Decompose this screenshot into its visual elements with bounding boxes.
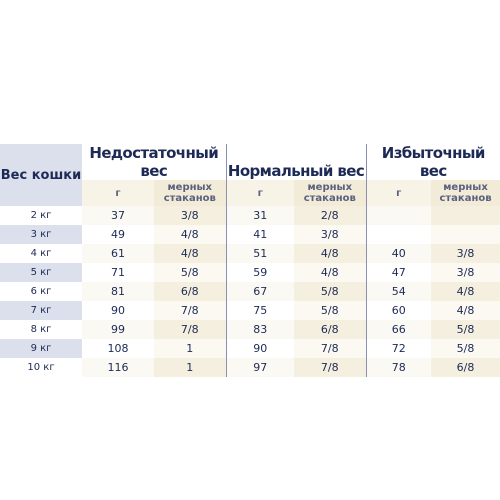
- sub-header-grams: г: [82, 180, 154, 206]
- cell-overweight-cups: [431, 206, 500, 225]
- cell-underweight-cups: 1: [154, 339, 227, 358]
- cell-normal-grams: 75: [225, 301, 295, 320]
- cell-normal-grams: 41: [225, 225, 295, 244]
- cell-underweight-grams: 108: [82, 339, 154, 358]
- cell-overweight-cups: 3/8: [431, 263, 500, 282]
- group-title-normal: Нормальный вес: [225, 144, 367, 180]
- sub-header-grams: г: [225, 180, 295, 206]
- cell-underweight-grams: 49: [82, 225, 154, 244]
- cell-underweight-grams: 90: [82, 301, 154, 320]
- cell-overweight-cups: 5/8: [431, 339, 500, 358]
- feeding-table: Вес кошки Недостаточный вес Нормальный в…: [0, 144, 500, 377]
- group-header-row: Вес кошки Недостаточный вес Нормальный в…: [0, 144, 500, 206]
- cell-normal-cups: 7/8: [294, 358, 367, 377]
- cell-underweight-cups: 7/8: [154, 301, 227, 320]
- cell-overweight-cups: 5/8: [431, 320, 500, 339]
- sub-header-row: г мерных стаканов г мерных стаканов г ме…: [0, 180, 500, 206]
- cell-underweight-cups: 1: [154, 358, 227, 377]
- cell-normal-grams: 59: [225, 263, 295, 282]
- cell-overweight-cups: 6/8: [431, 358, 500, 377]
- table-row: 6 кг 81 6/8 67 5/8 54 4/8: [0, 282, 500, 301]
- table-row: 2 кг 37 3/8 31 2/8: [0, 206, 500, 225]
- cell-overweight-grams: [365, 225, 432, 244]
- table-row: 3 кг 49 4/8 41 3/8: [0, 225, 500, 244]
- cell-normal-cups: 7/8: [294, 339, 367, 358]
- cell-overweight-cups: 4/8: [431, 301, 500, 320]
- cell-overweight-grams: 66: [365, 320, 432, 339]
- group-title-underweight: Недостаточный вес: [89, 144, 219, 180]
- cell-overweight-grams: 72: [365, 339, 432, 358]
- cell-overweight-cups: [431, 225, 500, 244]
- cell-underweight-grams: 61: [82, 244, 154, 263]
- cell-normal-grams: 83: [225, 320, 295, 339]
- sub-header-cups-label: мерных стаканов: [163, 182, 216, 204]
- cell-normal-cups: 4/8: [294, 263, 367, 282]
- cell-overweight-cups: 4/8: [431, 282, 500, 301]
- cell-underweight-grams: 116: [82, 358, 154, 377]
- table-row: 5 кг 71 5/8 59 4/8 47 3/8: [0, 263, 500, 282]
- cell-weight: 7 кг: [0, 301, 82, 320]
- cell-overweight-grams: [365, 206, 432, 225]
- sub-header-cups: мерных стаканов: [431, 180, 500, 206]
- cell-underweight-grams: 99: [82, 320, 154, 339]
- cell-weight: 2 кг: [0, 206, 82, 225]
- cell-normal-cups: 5/8: [294, 282, 367, 301]
- cell-normal-grams: 31: [225, 206, 295, 225]
- weight-column-header: Вес кошки: [0, 144, 82, 206]
- cell-normal-cups: 6/8: [294, 320, 367, 339]
- cell-overweight-cups: 3/8: [431, 244, 500, 263]
- table-row: 4 кг 61 4/8 51 4/8 40 3/8: [0, 244, 500, 263]
- cell-underweight-cups: 3/8: [154, 206, 227, 225]
- cell-underweight-cups: 5/8: [154, 263, 227, 282]
- cell-underweight-grams: 37: [82, 206, 154, 225]
- cell-weight: 6 кг: [0, 282, 82, 301]
- cell-normal-cups: 4/8: [294, 244, 367, 263]
- cell-normal-grams: 97: [225, 358, 295, 377]
- table-row: 7 кг 90 7/8 75 5/8 60 4/8: [0, 301, 500, 320]
- cell-overweight-grams: 54: [365, 282, 432, 301]
- cell-normal-cups: 2/8: [294, 206, 367, 225]
- cell-underweight-cups: 4/8: [154, 244, 227, 263]
- table-row: 9 кг 108 1 90 7/8 72 5/8: [0, 339, 500, 358]
- cell-normal-grams: 90: [225, 339, 295, 358]
- cell-normal-cups: 3/8: [294, 225, 367, 244]
- table-body: 2 кг 37 3/8 31 2/8 3 кг 49 4/8 41 3/8 4 кг 61 4/8 51 4…: [0, 206, 500, 377]
- cell-weight: 3 кг: [0, 225, 82, 244]
- cell-overweight-grams: 47: [365, 263, 432, 282]
- table-row: 10 кг 116 1 97 7/8 78 6/8: [0, 358, 500, 377]
- table-row: 8 кг 99 7/8 83 6/8 66 5/8: [0, 320, 500, 339]
- cell-normal-grams: 67: [225, 282, 295, 301]
- sub-header-grams: г: [365, 180, 432, 206]
- cell-normal-grams: 51: [225, 244, 295, 263]
- group-title-overweight: Избыточный вес: [365, 144, 500, 180]
- cell-weight: 4 кг: [0, 244, 82, 263]
- cell-weight: 9 кг: [0, 339, 82, 358]
- cell-underweight-grams: 71: [82, 263, 154, 282]
- sub-header-cups: мерных стаканов: [154, 180, 227, 206]
- cell-normal-cups: 5/8: [294, 301, 367, 320]
- cell-weight: 5 кг: [0, 263, 82, 282]
- cell-underweight-grams: 81: [82, 282, 154, 301]
- cell-underweight-cups: 7/8: [154, 320, 227, 339]
- cell-underweight-cups: 6/8: [154, 282, 227, 301]
- cell-overweight-grams: 78: [365, 358, 432, 377]
- cell-weight: 8 кг: [0, 320, 82, 339]
- cell-overweight-grams: 40: [365, 244, 432, 263]
- cell-underweight-cups: 4/8: [154, 225, 227, 244]
- sub-header-cups-label: мерных стаканов: [439, 182, 492, 204]
- cell-weight: 10 кг: [0, 358, 82, 377]
- cell-overweight-grams: 60: [365, 301, 432, 320]
- sub-header-cups-label: мерных стаканов: [303, 182, 356, 204]
- sub-header-cups: мерных стаканов: [294, 180, 367, 206]
